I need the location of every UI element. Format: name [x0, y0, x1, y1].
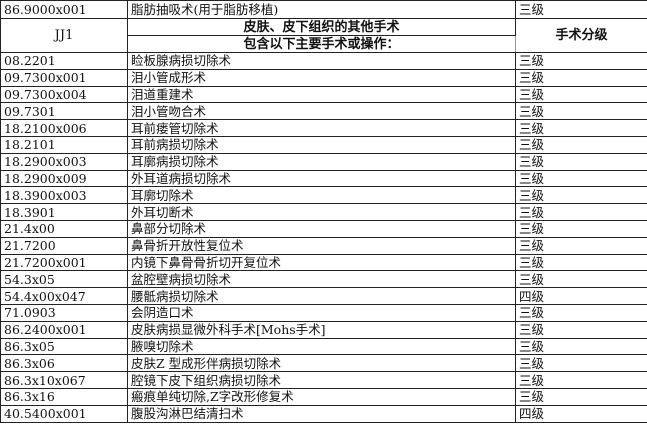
- procedure-name: 腋嗅切除术: [127, 337, 516, 356]
- procedure-name: 皮肤Z 型成形伴病损切除术: [127, 354, 516, 373]
- table-row: 18.3901 外耳切断术 三级: [0, 203, 647, 221]
- procedure-name: 瘢痕单纯切除,Z字改形修复术: [127, 387, 516, 406]
- procedure-grade: 三级: [515, 52, 647, 70]
- procedure-grade: 四级: [515, 287, 647, 305]
- procedure-code: 40.5400x001: [0, 404, 128, 423]
- surgery-grade-table: 86.9000x001 脂肪抽吸术(用于脂肪移植) 三级 JJ1 皮肤、皮下组织…: [0, 0, 647, 423]
- procedure-name: 内镜下鼻骨骨折切开复位术: [127, 253, 516, 272]
- procedure-grade: 三级: [515, 337, 647, 356]
- procedure-code: 18.3900x003: [0, 186, 128, 205]
- procedure-code: 86.2400x001: [0, 320, 128, 339]
- procedure-name: 腔镜下皮下组织病损切除术: [127, 371, 516, 389]
- procedure-name: 耳前病损切除术: [127, 135, 516, 154]
- procedure-code: 86.3x05: [0, 337, 128, 356]
- procedure-grade: 三级: [515, 135, 647, 154]
- procedure-name: 泪小管成形术: [127, 68, 516, 87]
- procedure-grade: 三级: [515, 371, 647, 389]
- procedure-name: 鼻骨折开放性复位术: [127, 236, 516, 255]
- procedure-code: 86.3x06: [0, 354, 128, 373]
- procedure-code: 54.4x00x047: [0, 287, 128, 305]
- table-row: 54.4x00x047 腰骶病损切除术 四级: [0, 287, 647, 305]
- procedure-grade: 三级: [515, 186, 647, 205]
- table-row: 09.7300x004 泪道重建术 三级: [0, 85, 647, 104]
- table-row: 86.3x16 瘢痕单纯切除,Z字改形修复术 三级: [0, 387, 647, 406]
- procedure-code: 18.2900x003: [0, 152, 128, 171]
- procedure-name: 会阴造口术: [127, 303, 516, 322]
- procedure-code: 08.2201: [0, 52, 128, 70]
- table-row: 40.5400x001 腹股沟淋巴结清扫术 四级: [0, 404, 647, 423]
- group-subheader-row: 包含以下主要手术或操作：: [1, 35, 647, 53]
- procedure-name: 睑板腺病损切除术: [127, 52, 516, 70]
- procedure-grade: 三级: [515, 152, 647, 171]
- procedure-code: 86.3x16: [0, 387, 128, 406]
- procedure-code: 21.7200x001: [0, 253, 128, 272]
- table-row: 86.3x06 皮肤Z 型成形伴病损切除术 三级: [0, 354, 647, 373]
- procedure-name: 耳廓切除术: [127, 186, 516, 205]
- procedure-name: 泪小管吻合术: [127, 102, 516, 121]
- procedure-name: 脂肪抽吸术(用于脂肪移植): [127, 0, 516, 19]
- table-row: 08.2201 睑板腺病损切除术 三级: [0, 52, 647, 70]
- procedure-grade: 三级: [515, 0, 647, 19]
- procedure-grade: 三级: [515, 253, 647, 272]
- group-title: 皮肤、皮下组织的其他手术: [127, 18, 516, 36]
- procedure-grade: 三级: [515, 85, 647, 104]
- procedure-grade: 三级: [515, 354, 647, 373]
- procedure-code: 18.2101: [0, 135, 128, 154]
- procedure-grade: 三级: [515, 68, 647, 87]
- table-row: 18.2101 耳前病损切除术 三级: [0, 135, 647, 154]
- table-row: 71.0903 会阴造口术 三级: [0, 303, 647, 322]
- procedure-grade: 三级: [515, 203, 647, 221]
- procedure-grade: 三级: [515, 102, 647, 121]
- procedure-name: 耳廓病损切除术: [127, 152, 516, 171]
- procedure-code: 09.7300x001: [0, 68, 128, 87]
- table-row: 09.7301 泪小管吻合术 三级: [0, 102, 647, 121]
- procedure-name: 鼻部分切除术: [127, 219, 516, 238]
- procedure-grade: 三级: [515, 236, 647, 255]
- table-row: 21.7200 鼻骨折开放性复位术 三级: [0, 236, 647, 255]
- procedure-code: 54.3x05: [0, 270, 128, 289]
- table-row: 18.2900x003 耳廓病损切除术 三级: [0, 152, 647, 171]
- table-row: 21.4x00 鼻部分切除术 三级: [0, 219, 647, 238]
- procedure-grade: 三级: [515, 119, 647, 137]
- procedure-code: 21.4x00: [0, 219, 128, 238]
- procedure-grade: 三级: [515, 320, 647, 339]
- procedure-grade: 三级: [515, 270, 647, 289]
- procedure-name: 盆腔壁病损切除术: [127, 270, 516, 289]
- procedure-code: 21.7200: [0, 236, 128, 255]
- grade-header: 手术分级: [515, 18, 647, 53]
- group-subtitle: 包含以下主要手术或操作：: [127, 35, 516, 53]
- procedure-name: 腰骶病损切除术: [127, 287, 516, 305]
- procedure-name: 耳前瘘管切除术: [127, 119, 516, 137]
- procedure-code: 86.3x10x067: [0, 371, 128, 389]
- procedure-name: 泪道重建术: [127, 85, 516, 104]
- procedure-grade: 三级: [515, 387, 647, 406]
- procedure-code: 18.2900x009: [0, 169, 128, 188]
- table-row: 18.2900x009 外耳道病损切除术 三级: [0, 169, 647, 188]
- procedure-code: 71.0903: [0, 303, 128, 322]
- table-row: 18.2100x006 耳前瘘管切除术 三级: [0, 119, 647, 137]
- procedure-grade: 四级: [515, 404, 647, 423]
- table-row: 86.3x05 腋嗅切除术 三级: [0, 337, 647, 356]
- procedure-grade: 三级: [515, 219, 647, 238]
- procedure-grade: 三级: [515, 169, 647, 188]
- procedure-code: 09.7301: [0, 102, 128, 121]
- table-row: 54.3x05 盆腔壁病损切除术 三级: [0, 270, 647, 289]
- table-row: 86.2400x001 皮肤病损显微外科手术[Mohs手术] 三级: [0, 320, 647, 339]
- table-row: 09.7300x001 泪小管成形术 三级: [0, 68, 647, 87]
- procedure-name: 皮肤病损显微外科手术[Mohs手术]: [127, 320, 516, 339]
- group-header-row: JJ1 皮肤、皮下组织的其他手术 手术分级: [0, 18, 647, 53]
- procedure-grade: 三级: [515, 303, 647, 322]
- table-row: 86.9000x001 脂肪抽吸术(用于脂肪移植) 三级: [0, 0, 647, 19]
- procedure-code: 18.3901: [0, 203, 128, 221]
- table-row: 21.7200x001 内镜下鼻骨骨折切开复位术 三级: [0, 253, 647, 272]
- procedure-name: 外耳切断术: [127, 203, 516, 221]
- procedure-code: 18.2100x006: [0, 119, 128, 137]
- procedure-name: 腹股沟淋巴结清扫术: [127, 404, 516, 423]
- procedure-name: 外耳道病损切除术: [127, 169, 516, 188]
- table-row: 18.3900x003 耳廓切除术 三级: [0, 186, 647, 205]
- procedure-code: 86.9000x001: [0, 0, 128, 19]
- procedure-code: 09.7300x004: [0, 85, 128, 104]
- table-row: 86.3x10x067 腔镜下皮下组织病损切除术 三级: [0, 371, 647, 389]
- group-code: JJ1: [0, 18, 128, 53]
